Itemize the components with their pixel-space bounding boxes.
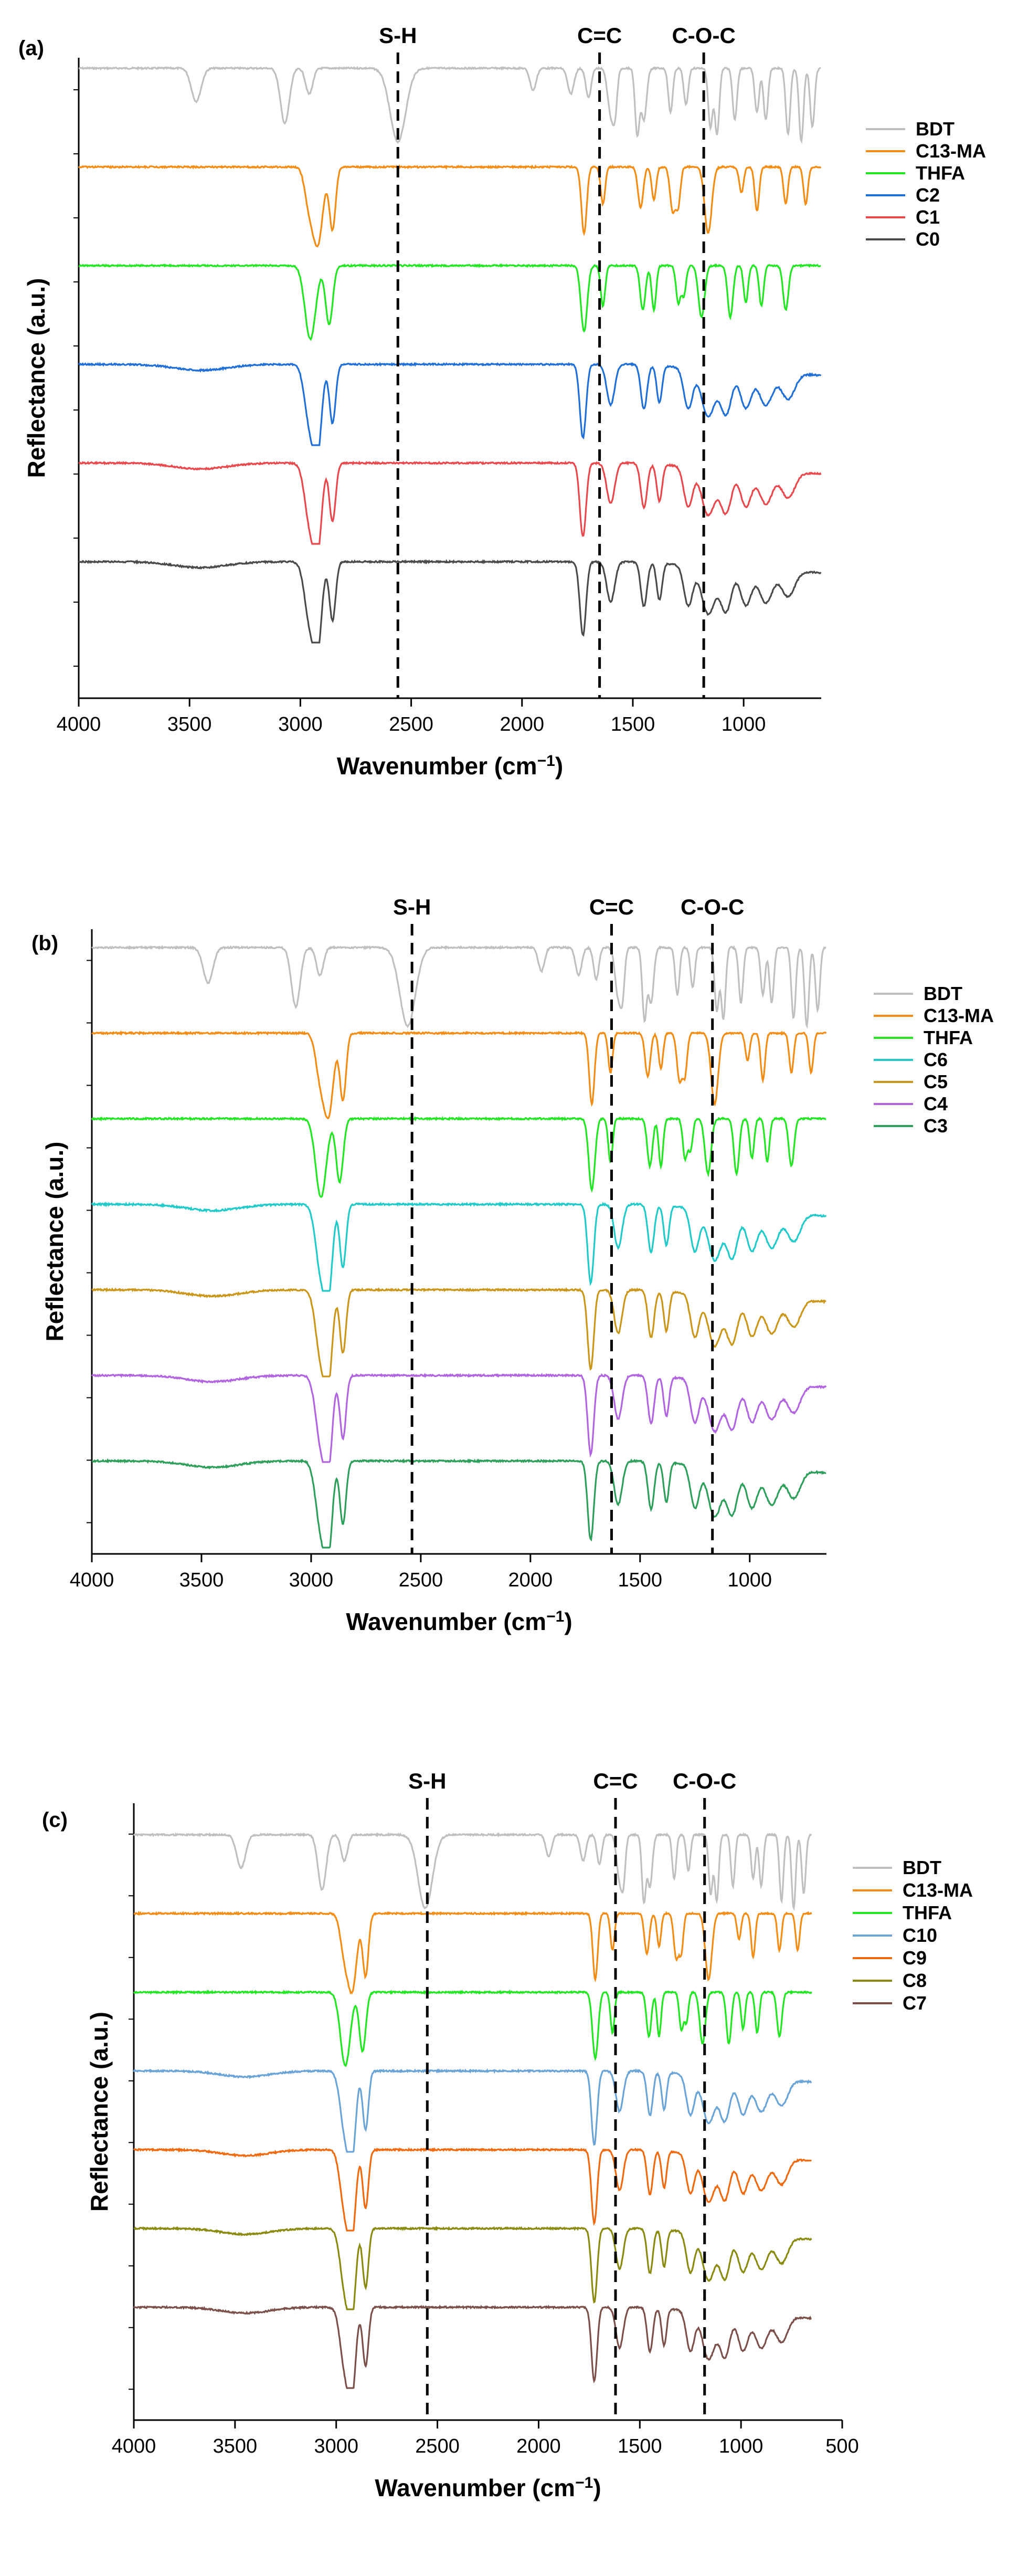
- x-axis-title: Wavenumber (cm−1): [346, 1608, 572, 1635]
- legend-entry: C0: [916, 228, 940, 250]
- x-tick-label: 1500: [611, 713, 655, 735]
- marker-label: C=C: [577, 23, 622, 48]
- legend-entry: BDT: [916, 118, 955, 140]
- marker-label: S-H: [379, 23, 417, 48]
- x-tick-label: 2500: [415, 2435, 460, 2457]
- x-tick-label: 2500: [389, 713, 433, 735]
- legend-entry: BDT: [903, 1857, 941, 1878]
- legend-entry: C4: [924, 1093, 948, 1114]
- legend-entry: C1: [916, 206, 940, 228]
- series-line-c10: [133, 2068, 812, 2153]
- x-tick-label: 1500: [618, 1569, 663, 1591]
- x-tick-label: 3500: [179, 1569, 224, 1591]
- x-axis-title: Wavenumber (cm−1): [337, 752, 563, 780]
- x-tick-label: 2000: [516, 2435, 561, 2457]
- legend-entry: THFA: [924, 1027, 973, 1048]
- series-line-c1: [78, 460, 822, 545]
- x-tick-label: 1000: [722, 713, 766, 735]
- series-line-c13-ma: [133, 1910, 812, 1995]
- panel-label: (a): [18, 37, 44, 60]
- x-tick-label: 2000: [500, 713, 545, 735]
- marker-label: C-O-C: [673, 1769, 736, 1793]
- legend-entry: C2: [916, 184, 940, 206]
- legend-entry: C7: [903, 1992, 927, 2014]
- series-line-c0: [78, 559, 822, 644]
- marker-label: C=C: [593, 1769, 638, 1793]
- series-line-thfa: [78, 263, 821, 341]
- series-line-c7: [133, 2305, 812, 2389]
- marker-label: C-O-C: [681, 895, 744, 919]
- panel-label: (c): [42, 1809, 68, 1832]
- x-tick-label: 3500: [213, 2435, 258, 2457]
- legend-entry: THFA: [916, 162, 965, 184]
- x-tick-label: 1000: [719, 2435, 764, 2457]
- legend-entry: C6: [924, 1049, 948, 1070]
- legend-entry: BDT: [924, 983, 962, 1004]
- x-tick-label: 1500: [618, 2435, 662, 2457]
- x-tick-label: 1000: [727, 1569, 772, 1591]
- x-tick-label: 4000: [70, 1569, 114, 1591]
- series-line-c5: [91, 1287, 826, 1378]
- x-tick-label: 500: [825, 2435, 858, 2457]
- series-line-bdt: [91, 944, 826, 1029]
- series-line-bdt: [133, 1832, 812, 1911]
- marker-label: S-H: [393, 895, 431, 919]
- legend-entry: C10: [903, 1925, 937, 1946]
- y-axis-title: Reflectance (a.u.): [86, 2012, 113, 2212]
- series-line-c6: [91, 1201, 827, 1292]
- marker-label: C=C: [589, 895, 634, 919]
- legend-entry: C13-MA: [903, 1879, 973, 1901]
- series-line-c13-ma: [91, 1030, 827, 1120]
- x-tick-label: 3000: [289, 1569, 334, 1591]
- panel-label: (b): [31, 932, 58, 955]
- x-tick-label: 2500: [399, 1569, 443, 1591]
- legend-entry: C8: [903, 1970, 927, 1991]
- panel-1: (a) 4000 3500 3000 2500 2000 1500 1000 Wavenumbe…: [18, 23, 986, 780]
- legend-entry: C9: [903, 1947, 927, 1969]
- panel-3: (c) 4000 3500 3000 2500 2000 1500 1000 500 Wavenu…: [42, 1769, 973, 2501]
- x-tick-label: 3000: [314, 2435, 358, 2457]
- x-tick-label: 3500: [167, 713, 212, 735]
- legend-entry: C3: [924, 1115, 948, 1137]
- x-tick-label: 4000: [112, 2435, 156, 2457]
- legend-entry: C13-MA: [916, 140, 986, 162]
- marker-label: S-H: [408, 1769, 446, 1793]
- series-line-thfa: [133, 1989, 812, 2067]
- legend-entry: THFA: [903, 1902, 952, 1923]
- marker-label: C-O-C: [672, 23, 735, 48]
- series-line-bdt: [78, 66, 821, 144]
- panel-2: (b) 4000 3500 3000 2500 2000 1500 1000 Wavenumbe…: [31, 895, 994, 1635]
- series-line-c2: [78, 362, 822, 446]
- series-line-c3: [91, 1458, 826, 1549]
- y-axis-title: Reflectance (a.u.): [23, 278, 50, 478]
- series-line-c9: [133, 2147, 812, 2232]
- series-line-c8: [133, 2225, 812, 2310]
- legend-entry: C13-MA: [924, 1005, 994, 1026]
- series-line-c4: [91, 1373, 827, 1463]
- series-line-thfa: [91, 1116, 826, 1198]
- x-tick-label: 4000: [57, 713, 101, 735]
- series-line-c13-ma: [78, 164, 822, 248]
- x-tick-label: 2000: [508, 1569, 553, 1591]
- x-tick-label: 3000: [278, 713, 323, 735]
- y-axis-title: Reflectance (a.u.): [41, 1142, 68, 1342]
- x-axis-title: Wavenumber (cm−1): [375, 2474, 601, 2501]
- legend-entry: C5: [924, 1071, 948, 1092]
